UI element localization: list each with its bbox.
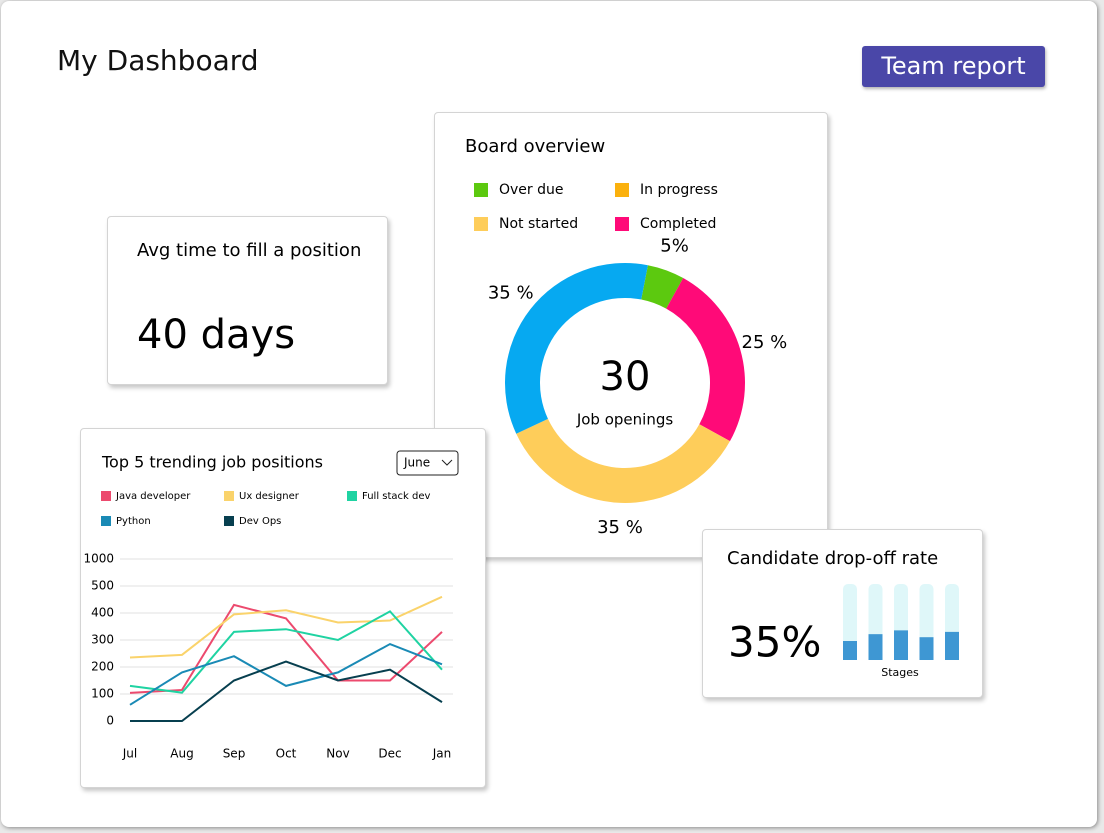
- card-title: Top 5 trending job positions: [101, 453, 323, 472]
- legend-label: Over due: [499, 182, 564, 198]
- y-tick-label: 1000: [83, 552, 114, 566]
- y-tick-label: 500: [91, 579, 114, 593]
- x-tick-label: Aug: [170, 747, 193, 761]
- legend-label: Ux designer: [239, 491, 300, 502]
- center-label: Job openings: [576, 411, 674, 429]
- legend-swatch: [615, 183, 629, 197]
- legend-swatch: [474, 183, 488, 197]
- line-series: [129, 603, 443, 694]
- center-value: 30: [600, 354, 651, 400]
- bar: [894, 630, 908, 660]
- data-label: 35 %: [597, 517, 643, 538]
- dropdown-label: June: [403, 456, 430, 470]
- dropoff-card: Candidate drop-off rate 35% Stages: [702, 529, 983, 698]
- legend-swatch: [224, 491, 234, 501]
- legend-label: Python: [116, 516, 151, 527]
- board-card: Board overview Over due In progress Not st…: [434, 112, 828, 558]
- line-chart: Top 5 trending job positions June Java d…: [83, 450, 459, 761]
- y-tick-label: 400: [91, 606, 114, 620]
- team-report-button[interactable]: Team report: [862, 46, 1045, 87]
- legend-swatch: [347, 491, 357, 501]
- x-tick-label: Oct: [276, 747, 297, 761]
- x-tick-label: Nov: [326, 747, 349, 761]
- data-label: 5%: [660, 236, 689, 257]
- card-title: Board overview: [465, 136, 605, 157]
- line-series: [129, 595, 443, 659]
- donut-segment: [505, 263, 648, 434]
- line-series: [130, 660, 443, 722]
- y-tick-label: 200: [91, 660, 114, 674]
- card-title: Candidate drop-off rate: [727, 548, 938, 569]
- card-value: 35%: [728, 618, 821, 667]
- x-tick-label: Jul: [122, 747, 137, 761]
- y-tick-label: 0: [106, 714, 114, 728]
- bar: [868, 634, 883, 660]
- legend-label: Dev Ops: [239, 516, 281, 527]
- legend-swatch: [224, 516, 234, 526]
- line-series: [129, 642, 443, 706]
- bar: [919, 637, 934, 660]
- x-axis-label: Stages: [881, 666, 919, 679]
- legend-swatch: [101, 516, 111, 526]
- bar: [843, 641, 857, 660]
- data-label: 25 %: [742, 332, 788, 353]
- y-tick-label: 100: [91, 687, 114, 701]
- donut-chart: Board overview Over due In progress Not st…: [465, 136, 788, 538]
- donut-segment: [666, 278, 745, 442]
- bar-chart: Candidate drop-off rate 35% Stages: [727, 548, 959, 679]
- avg-card: Avg time to fill a position 40 days: [107, 216, 388, 385]
- legend-swatch: [101, 491, 111, 501]
- dropdown-arrow: [441, 459, 453, 466]
- page-title: My Dashboard: [57, 44, 259, 77]
- y-tick-label: 300: [91, 633, 114, 647]
- card-title: Avg time to fill a position: [137, 240, 362, 261]
- legend-label: Full stack dev: [362, 491, 431, 502]
- trend-card: Top 5 trending job positions June Java d…: [80, 428, 486, 788]
- line-series: [129, 610, 443, 694]
- legend-label: Java developer: [115, 491, 191, 502]
- legend-label: Completed: [640, 216, 716, 232]
- legend-swatch: [474, 217, 488, 231]
- dropdown[interactable]: [396, 450, 459, 476]
- card-value: 40 days: [137, 312, 296, 358]
- legend-swatch: [615, 217, 629, 231]
- x-tick-label: Dec: [378, 747, 401, 761]
- data-label: 35 %: [488, 283, 534, 304]
- donut-segment: [641, 265, 684, 309]
- legend-label: In progress: [640, 182, 718, 198]
- x-tick-label: Sep: [223, 747, 246, 761]
- donut-segment: [516, 418, 730, 504]
- x-tick-label: Jan: [432, 747, 452, 761]
- legend-label: Not started: [499, 216, 578, 232]
- bar: [945, 631, 959, 660]
